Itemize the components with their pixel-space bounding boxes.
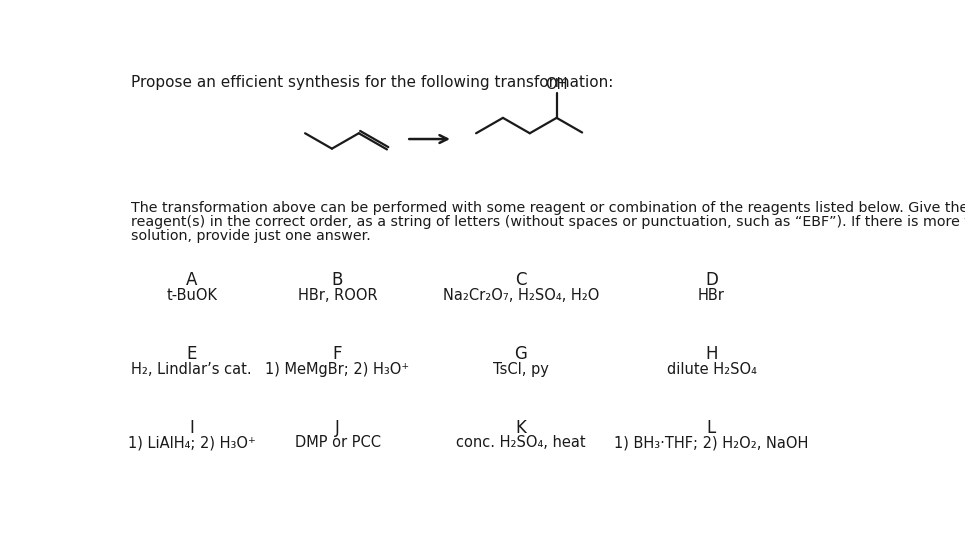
- Text: H: H: [705, 345, 718, 363]
- Text: DMP or PCC: DMP or PCC: [294, 435, 380, 450]
- Text: C: C: [515, 271, 527, 289]
- Text: 1) BH₃·THF; 2) H₂O₂, NaOH: 1) BH₃·THF; 2) H₂O₂, NaOH: [615, 435, 809, 450]
- Text: HBr: HBr: [698, 288, 725, 303]
- Text: 1) LiAlH₄; 2) H₃O⁺: 1) LiAlH₄; 2) H₃O⁺: [127, 435, 256, 450]
- Text: OH: OH: [545, 77, 567, 92]
- Text: K: K: [515, 419, 526, 437]
- Text: 1) MeMgBr; 2) H₃O⁺: 1) MeMgBr; 2) H₃O⁺: [265, 361, 409, 376]
- Text: I: I: [189, 419, 194, 437]
- Text: Propose an efficient synthesis for the following transformation:: Propose an efficient synthesis for the f…: [131, 75, 614, 90]
- Text: reagent(s) in the correct order, as a string of letters (without spaces or punct: reagent(s) in the correct order, as a st…: [131, 215, 965, 229]
- Text: F: F: [333, 345, 343, 363]
- Text: HBr, ROOR: HBr, ROOR: [297, 288, 377, 303]
- Text: TsCl, py: TsCl, py: [493, 361, 549, 376]
- Text: Na₂Cr₂O₇, H₂SO₄, H₂O: Na₂Cr₂O₇, H₂SO₄, H₂O: [443, 288, 599, 303]
- Text: solution, provide just one answer.: solution, provide just one answer.: [131, 229, 372, 243]
- Text: G: G: [514, 345, 527, 363]
- Text: B: B: [332, 271, 344, 289]
- Text: t-BuOK: t-BuOK: [166, 288, 217, 303]
- Text: The transformation above can be performed with some reagent or combination of th: The transformation above can be performe…: [131, 201, 965, 215]
- Text: J: J: [335, 419, 340, 437]
- Text: A: A: [186, 271, 198, 289]
- Text: H₂, Lindlar’s cat.: H₂, Lindlar’s cat.: [131, 361, 252, 376]
- Text: D: D: [705, 271, 718, 289]
- Text: L: L: [706, 419, 716, 437]
- Text: conc. H₂SO₄, heat: conc. H₂SO₄, heat: [455, 435, 586, 450]
- Text: dilute H₂SO₄: dilute H₂SO₄: [667, 361, 757, 376]
- Text: E: E: [186, 345, 197, 363]
